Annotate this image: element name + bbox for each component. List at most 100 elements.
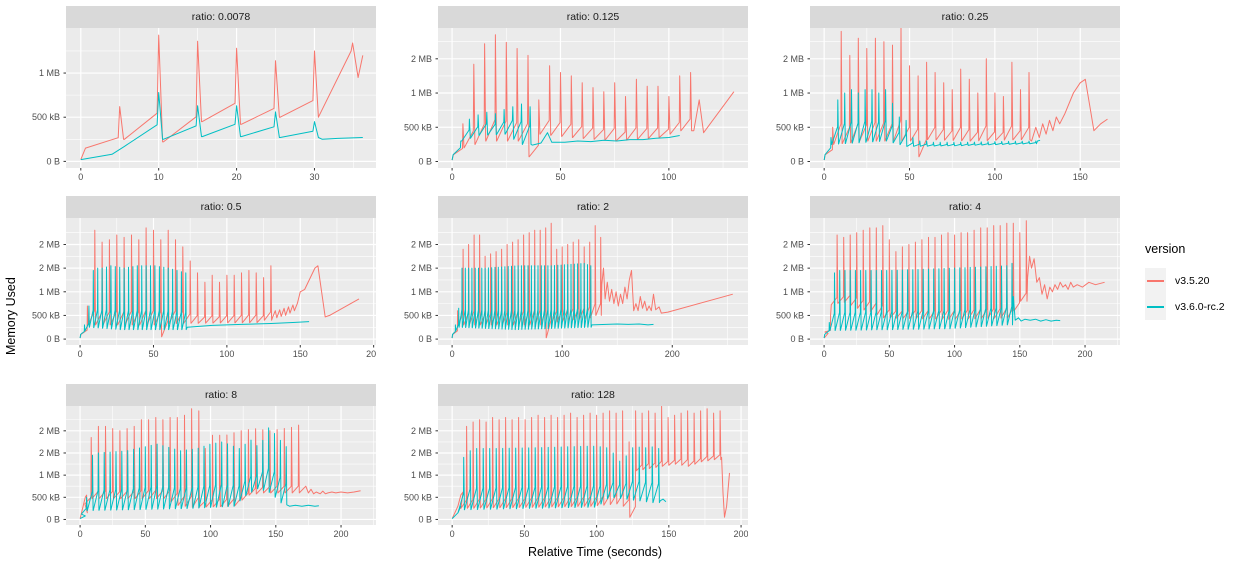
facet-strip: ratio: 0.25 <box>810 6 1120 28</box>
y-tick-label: 1 MB <box>39 68 60 78</box>
x-tick-label: 150 <box>1012 349 1027 359</box>
series-line-v3.6.0-rc.2 <box>451 262 654 339</box>
x-axis-title: Relative Time (seconds) <box>527 545 663 559</box>
legend-key-line-icon <box>1147 306 1164 308</box>
facet-panel: 0 B 500 kB 1 MB 2 MB 2 MB 0 50 100 150 200 <box>776 218 1120 359</box>
facet-panel: 0 B 500 kB 1 MB 2 MB 2 MB 0 50 100 150 200 <box>404 406 748 539</box>
series-line-v3.6.0-rc.2 <box>79 265 310 339</box>
facet-strip-label: ratio: 0.5 <box>200 201 242 213</box>
series-line-v3.5.20 <box>451 406 730 519</box>
legend: version v3.5.20 v3.6.0-rc.2 <box>1145 242 1225 320</box>
y-tick-label: 0 B <box>418 514 432 524</box>
series-line-v3.6.0-rc.2 <box>451 103 680 161</box>
facet-strip: ratio: 0.125 <box>438 6 748 28</box>
legend-item-label: v3.6.0-rc.2 <box>1175 301 1225 313</box>
y-tick-label: 500 kB <box>776 122 804 132</box>
x-tick-label: 0 <box>822 349 827 359</box>
x-tick-label: 0 <box>78 172 83 182</box>
series-line-v3.5.20 <box>451 222 733 339</box>
y-tick-label: 2 MB <box>411 448 432 458</box>
y-tick-label: 1 MB <box>411 88 432 98</box>
x-tick-label: 50 <box>884 349 894 359</box>
y-tick-label: 0 B <box>46 334 60 344</box>
x-tick-label: 50 <box>140 529 150 539</box>
series-line-v3.5.20 <box>79 408 361 519</box>
x-tick-label: 50 <box>519 529 529 539</box>
facet-strip-label: ratio: 0.25 <box>941 11 989 23</box>
y-tick-label: 500 kB <box>404 122 432 132</box>
x-tick-label: 100 <box>987 172 1002 182</box>
x-tick-label: 0 <box>450 172 455 182</box>
x-tick-label: 150 <box>293 349 308 359</box>
series-line-v3.6.0-rc.2 <box>823 262 1061 339</box>
facet-strip-label: ratio: 8 <box>204 389 238 401</box>
y-tick-label: 2 MB <box>39 448 60 458</box>
series-line-v3.6.0-rc.2 <box>451 445 667 519</box>
x-tick-label: 100 <box>947 349 962 359</box>
y-axis-title: Memory Used <box>4 277 18 355</box>
series-line-v3.5.20 <box>823 28 1108 161</box>
x-tick-label: 0 <box>78 349 83 359</box>
y-tick-label: 1 MB <box>39 287 60 297</box>
y-tick-label: 2 MB <box>411 54 432 64</box>
y-tick-label: 1 MB <box>411 287 432 297</box>
x-tick-label: 200 <box>366 349 376 359</box>
facet-strip-label: ratio: 2 <box>576 201 610 213</box>
x-tick-label: 50 <box>905 172 915 182</box>
x-tick-label: 100 <box>219 349 234 359</box>
legend-key-swatch <box>1145 268 1166 294</box>
series-line-v3.5.20 <box>451 34 735 161</box>
y-tick-label: 500 kB <box>404 310 432 320</box>
y-tick-label: 1 MB <box>411 470 432 480</box>
y-tick-label: 2 MB <box>39 239 60 249</box>
series-line-v3.6.0-rc.2 <box>80 92 363 161</box>
facet-panel: 0 B 500 kB 1 MB 2 MB 2 MB 0 100 200 <box>404 218 748 359</box>
legend-key-swatch <box>1145 294 1166 320</box>
y-tick-label: 500 kB <box>776 310 804 320</box>
facet-strip: ratio: 4 <box>810 196 1120 218</box>
facet-ratio-0.125: ratio: 0.125 0 B 500 kB 1 MB 2 MB 0 50 100 <box>392 6 748 186</box>
y-tick-label: 2 MB <box>39 263 60 273</box>
facet-panel: 0 B 500 kB 1 MB 0 10 20 30 <box>32 28 376 182</box>
x-tick-label: 0 <box>78 529 83 539</box>
legend-key-line-icon <box>1147 280 1164 282</box>
facet-panel: 0 B 500 kB 1 MB 2 MB 2 MB 0 50 100 150 200 <box>32 218 376 359</box>
facet-strip: ratio: 0.5 <box>66 196 376 218</box>
series-line-v3.5.20 <box>80 34 364 160</box>
y-tick-label: 1 MB <box>783 88 804 98</box>
x-tick-label: 100 <box>203 529 218 539</box>
facet-ratio-0.5: ratio: 0.5 0 B 500 kB 1 MB 2 MB 2 MB 0 50 100 150… <box>20 196 376 363</box>
x-tick-label: 150 <box>661 529 676 539</box>
x-tick-label: 50 <box>148 349 158 359</box>
facet-strip-label: ratio: 0.125 <box>566 11 620 23</box>
y-tick-label: 2 MB <box>411 239 432 249</box>
y-tick-label: 2 MB <box>783 239 804 249</box>
facet-ratio-0.0078: ratio: 0.0078 0 B 500 kB 1 MB 0 10 20 30 <box>20 6 376 186</box>
x-tick-label: 0 <box>450 529 455 539</box>
y-tick-label: 0 B <box>790 156 804 166</box>
x-tick-label: 0 <box>450 349 455 359</box>
y-tick-label: 500 kB <box>404 492 432 502</box>
x-tick-label: 200 <box>665 349 680 359</box>
x-tick-label: 200 <box>1078 349 1093 359</box>
y-tick-label: 0 B <box>418 334 432 344</box>
y-tick-label: 1 MB <box>783 287 804 297</box>
y-tick-label: 500 kB <box>32 492 60 502</box>
facet-strip: ratio: 8 <box>66 384 376 406</box>
x-tick-label: 100 <box>661 172 676 182</box>
x-tick-label: 30 <box>309 172 319 182</box>
facet-strip: ratio: 128 <box>438 384 748 406</box>
facet-ratio-0.25: ratio: 0.25 0 B 500 kB 1 MB 2 MB 0 50 100 150 <box>764 6 1120 186</box>
facet-ratio-4: ratio: 4 0 B 500 kB 1 MB 2 MB 2 MB 0 50 100 150 20… <box>764 196 1120 363</box>
facet-strip-label: ratio: 0.0078 <box>191 11 251 23</box>
series-line-v3.6.0-rc.2 <box>823 89 1041 161</box>
facet-strip-label: ratio: 4 <box>948 201 982 213</box>
legend-item-label: v3.5.20 <box>1175 275 1210 287</box>
y-tick-label: 2 MB <box>411 426 432 436</box>
facet-strip-label: ratio: 128 <box>571 389 615 401</box>
series-line-v3.6.0-rc.2 <box>79 427 319 520</box>
facet-panel: 0 B 500 kB 1 MB 2 MB 0 50 100 150 <box>776 28 1120 182</box>
x-tick-label: 150 <box>268 529 283 539</box>
y-tick-label: 0 B <box>790 334 804 344</box>
